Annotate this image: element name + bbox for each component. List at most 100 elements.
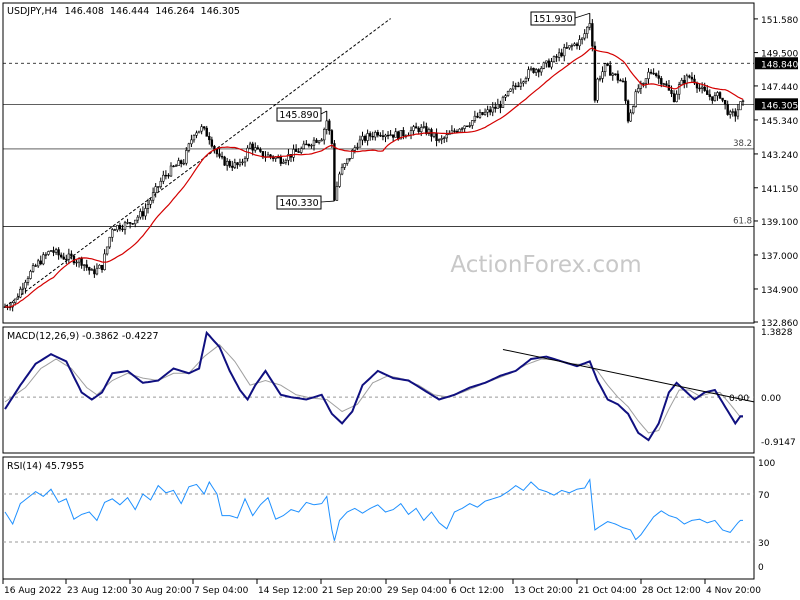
candle-body bbox=[75, 261, 78, 264]
candle-body bbox=[259, 148, 262, 152]
candle-body bbox=[695, 82, 699, 89]
candle-body bbox=[100, 264, 104, 270]
candle-body bbox=[24, 282, 27, 289]
candle-body bbox=[236, 162, 239, 166]
annotation-connector bbox=[320, 110, 327, 115]
candle-body bbox=[356, 146, 359, 149]
candle-body bbox=[105, 246, 109, 255]
candle-body bbox=[65, 258, 68, 261]
price-level-tag bbox=[755, 98, 798, 111]
candle-body bbox=[629, 112, 632, 122]
candle-body bbox=[616, 73, 620, 81]
candle-body bbox=[277, 156, 280, 159]
candle-body bbox=[716, 92, 719, 97]
candle-body bbox=[634, 91, 637, 107]
candle-body bbox=[49, 250, 53, 252]
candle-body bbox=[307, 143, 311, 147]
candle-body bbox=[317, 140, 321, 143]
annotation-box bbox=[276, 107, 322, 122]
candle-body bbox=[723, 99, 727, 105]
candle-body bbox=[36, 260, 40, 267]
candle-body bbox=[734, 111, 737, 117]
candle-body bbox=[453, 130, 456, 132]
x-tick-label: 21 Sep 20:00 bbox=[322, 586, 382, 596]
candle-body bbox=[340, 167, 344, 175]
candle-body bbox=[527, 69, 530, 79]
candle-body bbox=[246, 147, 249, 159]
candle-body bbox=[504, 95, 507, 98]
candle-body bbox=[220, 156, 224, 158]
candle-body bbox=[578, 39, 581, 47]
candle-body bbox=[149, 199, 152, 205]
candle-body bbox=[126, 222, 129, 224]
candle-body bbox=[225, 160, 229, 166]
candle-body bbox=[698, 87, 701, 90]
candle-body bbox=[366, 133, 369, 141]
candle-body bbox=[44, 254, 48, 256]
candle-body bbox=[601, 71, 604, 79]
candle-body bbox=[386, 134, 390, 137]
candle-body bbox=[185, 150, 188, 164]
candle-body bbox=[713, 95, 717, 101]
candle-body bbox=[412, 126, 415, 131]
candle-body bbox=[670, 89, 673, 94]
candle-body bbox=[351, 150, 354, 159]
candle-body bbox=[614, 73, 617, 75]
candle-body bbox=[215, 149, 219, 155]
candle-body bbox=[54, 249, 58, 253]
candle-body bbox=[708, 94, 712, 97]
candle-body bbox=[596, 78, 599, 101]
candle-body bbox=[649, 71, 653, 74]
candle-body bbox=[654, 73, 658, 76]
moving-average-line bbox=[4, 47, 744, 308]
candle-body bbox=[624, 80, 627, 102]
candle-body bbox=[647, 71, 650, 79]
candle-body bbox=[29, 271, 32, 279]
candle-body bbox=[677, 84, 681, 95]
candle-body bbox=[315, 139, 318, 143]
candle-body bbox=[532, 67, 535, 73]
x-tick-label: 23 Aug 12:00 bbox=[67, 586, 128, 596]
rsi-panel bbox=[2, 456, 755, 580]
candle-body bbox=[338, 173, 341, 187]
candle-body bbox=[231, 165, 234, 168]
candle-body bbox=[330, 130, 334, 144]
candle-body bbox=[353, 147, 357, 151]
candle-body bbox=[394, 131, 397, 138]
candle-body bbox=[202, 126, 206, 129]
candle-body bbox=[228, 160, 231, 167]
candle-body bbox=[208, 136, 211, 141]
candle-body bbox=[180, 160, 183, 164]
candle-body bbox=[39, 260, 42, 265]
candle-body bbox=[223, 156, 226, 166]
candle-body bbox=[167, 174, 170, 177]
candle-body bbox=[172, 165, 175, 168]
candle-body bbox=[59, 254, 63, 258]
price-level-label: 146.305 bbox=[761, 101, 798, 111]
macd-signal-line bbox=[4, 344, 743, 434]
candle-body bbox=[700, 86, 704, 89]
candle-body bbox=[711, 96, 714, 101]
candle-body bbox=[729, 111, 732, 115]
candle-body bbox=[621, 80, 625, 83]
candle-body bbox=[328, 120, 331, 131]
candle-body bbox=[139, 211, 142, 218]
macd-y-axis: 1.3828 0.00 -0.9147 0.00 bbox=[729, 328, 796, 448]
candle-body bbox=[555, 56, 558, 58]
candle-body bbox=[422, 126, 425, 128]
candle-body bbox=[305, 143, 308, 146]
candle-body bbox=[384, 134, 387, 138]
candle-body bbox=[284, 160, 288, 163]
candle-body bbox=[683, 79, 686, 84]
candle-body bbox=[736, 109, 740, 117]
candle-body bbox=[111, 229, 114, 238]
rsi-y-axis: 100 70 30 0 bbox=[758, 459, 775, 573]
candle-body bbox=[511, 85, 515, 90]
y-tick-label: 141.150 bbox=[761, 185, 798, 195]
candle-body bbox=[657, 75, 660, 79]
candle-body bbox=[310, 144, 313, 147]
candle-body bbox=[606, 63, 609, 66]
candle-body bbox=[642, 82, 645, 85]
candle-body bbox=[16, 296, 19, 300]
candle-body bbox=[631, 106, 635, 114]
